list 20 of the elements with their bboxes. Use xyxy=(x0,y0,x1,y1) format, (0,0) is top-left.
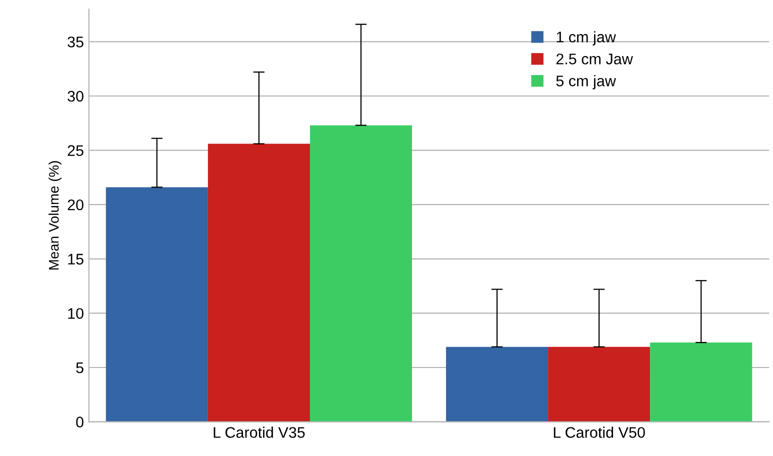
y-tick-label: 5 xyxy=(76,362,84,374)
bar xyxy=(548,346,650,422)
bar xyxy=(650,342,752,422)
y-tick-label: 15 xyxy=(68,254,84,265)
y-tick-label: 10 xyxy=(68,308,84,319)
bar xyxy=(446,346,548,422)
y-tick-label: 0 xyxy=(76,416,84,428)
bar xyxy=(208,144,310,422)
x-tick-label: L Carotid V35 xyxy=(214,426,305,438)
legend-label: 2.5 cm Jaw xyxy=(556,54,633,64)
bar xyxy=(310,125,412,422)
y-axis-title: Mean Volume (%) xyxy=(48,161,62,270)
legend-label: 5 cm jaw xyxy=(556,75,616,90)
y-tick-label: 30 xyxy=(68,90,84,102)
y-tick-label: 25 xyxy=(68,145,84,156)
x-tick-label: L Carotid V50 xyxy=(554,426,645,438)
bar xyxy=(106,187,208,422)
y-tick-label: 20 xyxy=(68,199,84,210)
y-tick-label: 35 xyxy=(68,36,84,48)
legend-label: 1 cm jaw xyxy=(556,31,616,46)
